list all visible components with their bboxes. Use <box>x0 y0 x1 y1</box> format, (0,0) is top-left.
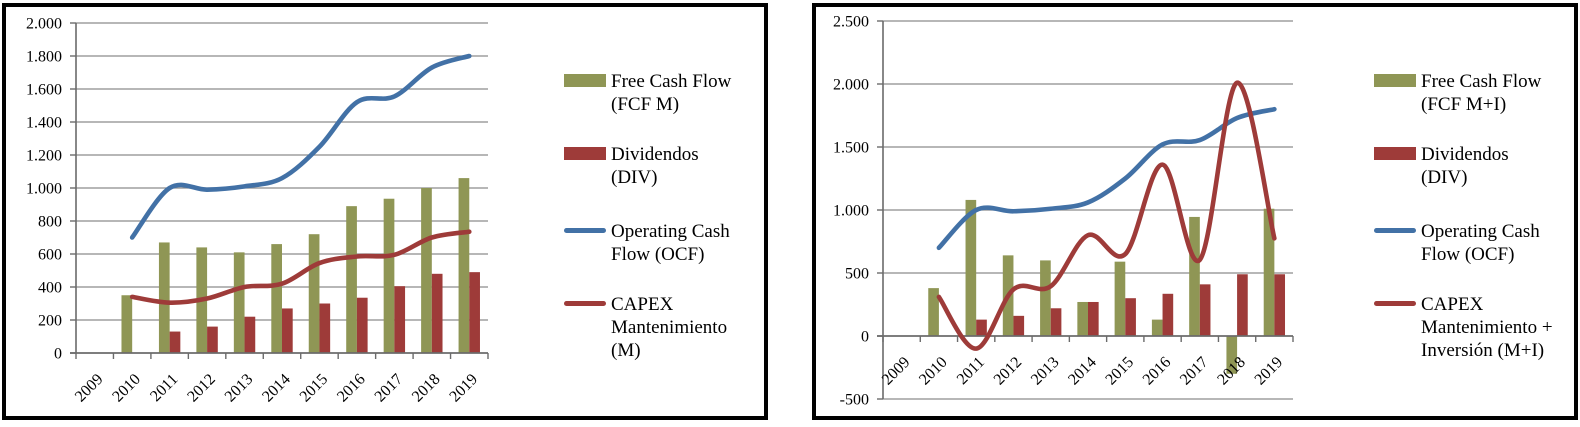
fcf-mi-chart: -500 0 500 1.000 1.500 2.000 2.500 2009 2010 2011… <box>833 14 1294 409</box>
x-tick-label: 2015 <box>297 371 332 406</box>
y-tick-label: 1.400 <box>26 115 62 132</box>
y-tick-label: 2.000 <box>833 77 869 94</box>
bars-div <box>169 272 480 353</box>
y-axis-labels: 0 200 400 600 800 1.000 1.200 1.400 1.600 1.800 2.… <box>26 16 62 363</box>
bars-div <box>976 274 1286 336</box>
x-tick-label: 2019 <box>446 371 481 406</box>
axes <box>70 22 489 359</box>
x-tick-label: 2013 <box>222 371 257 406</box>
x-tick-label: 2014 <box>1065 354 1100 389</box>
x-tick-label: 2018 <box>409 371 444 406</box>
y-tick-label: 200 <box>38 313 62 330</box>
x-tick-label: 2012 <box>991 354 1026 389</box>
y-tick-label: 2.000 <box>26 16 62 33</box>
x-tick-label: 2013 <box>1028 354 1063 389</box>
y-tick-label: 1.200 <box>26 148 62 165</box>
line-capex <box>936 80 1277 351</box>
chart-panel-fcf-mi: -500 0 500 1.000 1.500 2.000 2.500 2009 2010 2011… <box>812 3 1578 420</box>
x-axis-labels: 2009 2010 2011 2012 2013 2014 2015 2016 2017 2018… <box>72 371 481 406</box>
x-tick-label: 2009 <box>72 371 107 406</box>
x-tick-label: 2010 <box>109 371 144 406</box>
x-tick-label: 2018 <box>1214 354 1249 389</box>
y-tick-label: 1.800 <box>26 49 62 66</box>
y-tick-label: -500 <box>840 392 869 409</box>
y-tick-label: 1.600 <box>26 82 62 99</box>
y-tick-label: 2.500 <box>833 14 869 31</box>
x-tick-label: 2015 <box>1102 354 1137 389</box>
y-tick-label: 600 <box>38 247 62 264</box>
y-tick-label: 500 <box>845 266 869 283</box>
y-tick-label: 1.500 <box>833 140 869 157</box>
x-tick-label: 2016 <box>1140 354 1175 389</box>
y-tick-label: 1.000 <box>833 203 869 220</box>
x-tick-label: 2011 <box>147 371 181 405</box>
bars-fcf <box>121 178 470 353</box>
y-tick-label: 800 <box>38 214 62 231</box>
x-tick-label: 2011 <box>954 354 988 388</box>
fcf-m-chart: 0 200 400 600 800 1.000 1.200 1.400 1.600 1.800 2.… <box>26 16 489 406</box>
x-tick-label: 2009 <box>879 354 914 389</box>
x-tick-label: 2012 <box>184 371 219 406</box>
x-axis-labels: 2009 2010 2011 2012 2013 2014 2015 2016 2017 2018… <box>879 354 1286 389</box>
y-gridlines <box>883 20 1293 400</box>
x-tick-label: 2017 <box>372 371 407 406</box>
x-tick-label: 2017 <box>1177 354 1212 389</box>
y-tick-label: 0 <box>54 346 62 363</box>
axes <box>877 20 1294 400</box>
line-ocf <box>936 106 1277 251</box>
x-tick-label: 2014 <box>259 371 294 406</box>
x-tick-label: 2010 <box>916 354 951 389</box>
x-tick-label: 2019 <box>1252 354 1287 389</box>
y-axis-labels: -500 0 500 1.000 1.500 2.000 2.500 <box>833 14 869 409</box>
line-capex <box>129 229 472 305</box>
y-tick-label: 1.000 <box>26 181 62 198</box>
chart-panel-fcf-m: 0 200 400 600 800 1.000 1.200 1.400 1.600 1.800 2.… <box>2 3 768 420</box>
x-tick-label: 2016 <box>334 371 369 406</box>
y-tick-label: 0 <box>861 329 869 346</box>
y-tick-label: 400 <box>38 280 62 297</box>
line-ocf <box>129 53 472 240</box>
